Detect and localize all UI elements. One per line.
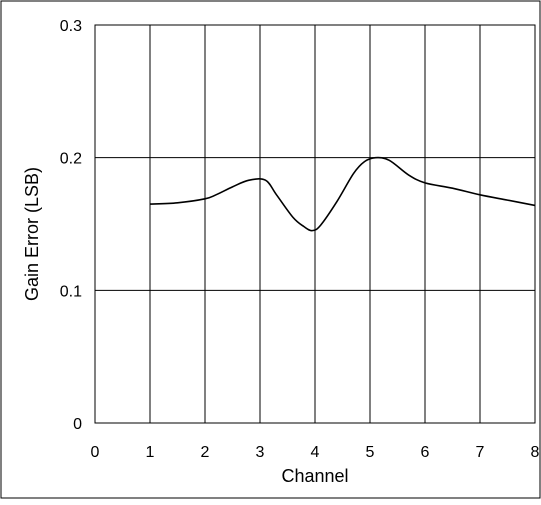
y-axis-label: Gain Error (LSB) <box>22 167 42 301</box>
x-tick-label: 0 <box>91 444 100 461</box>
plot-area <box>94 24 536 424</box>
x-tick-label: 7 <box>476 444 485 461</box>
x-tick-label: 2 <box>201 444 210 461</box>
y-tick-label: 0.3 <box>60 18 82 35</box>
y-tick-label: 0.1 <box>60 283 82 300</box>
x-tick-label: 3 <box>256 444 265 461</box>
x-tick-labels: 0 1 2 3 4 5 6 7 8 <box>91 444 540 461</box>
x-tick-label: 6 <box>421 444 430 461</box>
x-tick-label: 5 <box>366 444 375 461</box>
series-layer <box>149 156 536 232</box>
x-tick-label: 1 <box>146 444 155 461</box>
y-tick-labels: 0 0.1 0.2 0.3 <box>60 18 82 433</box>
y-tick-label: 0.2 <box>60 151 82 168</box>
y-tick-label: 0 <box>73 416 82 433</box>
x-tick-label: 8 <box>531 444 540 461</box>
x-axis-label: Channel <box>281 466 348 486</box>
x-tick-label: 4 <box>311 444 320 461</box>
series-line <box>149 156 536 232</box>
